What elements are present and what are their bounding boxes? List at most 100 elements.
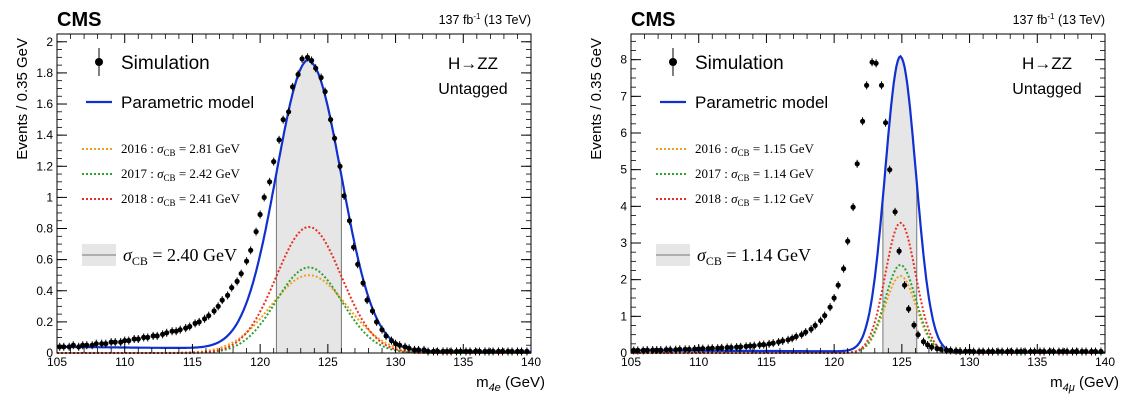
sim-point (80, 342, 86, 348)
sim-point (402, 344, 408, 350)
sim-point (902, 282, 908, 288)
sim-point (743, 343, 749, 349)
sim-point (705, 346, 711, 352)
sim-point (154, 333, 160, 339)
x-tick-label: 135 (453, 355, 473, 369)
sim-point (196, 319, 202, 325)
sim-point (145, 334, 151, 340)
sim-point (164, 330, 170, 336)
sim-point (351, 244, 357, 250)
sim-point (304, 54, 311, 60)
sim-point (206, 313, 212, 319)
sim-point (84, 342, 90, 348)
sim-point (793, 333, 799, 340)
sim-point (789, 335, 795, 341)
sim-point (728, 344, 734, 351)
chart-4mu: 105 110 115 120 125 130 135 140 0 1 2 3 4 5 6 7 8 CMS 137 … (588, 9, 1119, 394)
sim-point (906, 306, 912, 312)
sim-point (261, 194, 267, 200)
sim-point (929, 344, 935, 350)
x-tick-label: 120 (824, 355, 844, 369)
sim-point (915, 332, 921, 338)
sim-point (799, 332, 805, 338)
sim-point (692, 346, 698, 352)
sim-point (126, 338, 132, 344)
sim-point (873, 60, 879, 66)
sim-point (667, 347, 673, 353)
legend-simulation: Simulation (121, 53, 210, 74)
sim-point (248, 247, 254, 253)
sim-point (76, 344, 82, 350)
legend-sim-marker (669, 58, 677, 66)
y-tick-label: 1.4 (36, 128, 53, 142)
sim-point (803, 329, 809, 335)
sim-point (383, 333, 389, 339)
sim-point (738, 344, 744, 350)
legend-label-2017: 2017 : σCB = 2.42 GeV (121, 166, 241, 183)
lumi-label: 137 fb-1 (13 TeV) (1013, 12, 1105, 27)
y-tick-label: 5 (620, 163, 627, 177)
sim-point (719, 345, 725, 351)
sim-point (183, 325, 189, 331)
sim-point (686, 346, 692, 352)
category-label: Untagged (438, 81, 507, 98)
y-tick-label: 3 (620, 236, 627, 250)
sim-point (160, 331, 166, 337)
sim-point (948, 347, 954, 353)
sim-point (635, 347, 641, 353)
sim-point (644, 347, 650, 353)
sim-point (734, 344, 740, 350)
sim-point (99, 341, 105, 347)
sim-point (290, 84, 296, 90)
sim-point (850, 204, 856, 210)
sim-point (332, 135, 338, 141)
legend-label-2018: 2018 : σCB = 2.41 GeV (121, 191, 241, 208)
plot-frame (56, 33, 532, 354)
y-tick-label: 1 (620, 309, 627, 323)
sim-point (173, 328, 179, 334)
experiment-label: CMS (631, 9, 675, 31)
sim-point (887, 167, 893, 173)
chart-panel-4e: 105 110 115 120 125 130 135 140 0 0.2 0.4 0.6 0.8 1 1.… (0, 0, 573, 394)
y-tick-label: 4 (620, 199, 627, 213)
sim-point (369, 308, 376, 314)
sim-point (341, 193, 347, 199)
sim-point (943, 347, 950, 353)
x-axis-label: m4e (GeV) (476, 374, 545, 394)
sim-point (93, 341, 99, 347)
sim-point (860, 118, 866, 124)
experiment-label: CMS (57, 9, 101, 31)
sim-point (831, 295, 837, 301)
chart-panel-4mu: 105 110 115 120 125 130 135 140 0 1 2 3 4 5 6 7 8 CMS 137 … (574, 0, 1147, 394)
sim-point (286, 109, 292, 115)
y-axis-label: Events / 0.35 GeV (14, 38, 31, 160)
sim-point (780, 338, 786, 344)
sim-point (299, 56, 305, 62)
y-tick-label: 0 (620, 346, 627, 360)
category-label: Untagged (1012, 81, 1081, 98)
sim-point (374, 319, 380, 325)
sim-point (141, 334, 147, 340)
x-tick-label: 115 (183, 355, 202, 369)
sim-point (658, 347, 664, 353)
y-tick-label: 1.8 (36, 66, 53, 80)
y-tick-label: 0.2 (36, 315, 53, 329)
sim-point (257, 211, 263, 218)
legend-label-2016: 2016 : σCB = 1.15 GeV (695, 141, 815, 158)
y-tick-label: 2 (620, 273, 627, 287)
sim-point (131, 336, 137, 342)
sim-point (150, 333, 156, 339)
chart-4e: 105 110 115 120 125 130 135 140 0 0.2 0.4 0.6 0.8 1 1.… (14, 9, 545, 394)
process-label: H→ZZ (1022, 54, 1072, 73)
curve-2018 (631, 221, 1105, 354)
resolution-band (882, 56, 917, 354)
sim-point (835, 282, 841, 288)
x-tick-label: 130 (960, 355, 980, 369)
sim-point (416, 347, 422, 353)
sim-point (388, 338, 395, 344)
legend-band-label: σCB = 1.14 GeV (697, 245, 811, 268)
y-tick-label: 1.6 (36, 97, 53, 111)
x-tick-label: 105 (621, 355, 641, 369)
sim-point (677, 346, 683, 352)
x-tick-label: 135 (1027, 355, 1047, 369)
